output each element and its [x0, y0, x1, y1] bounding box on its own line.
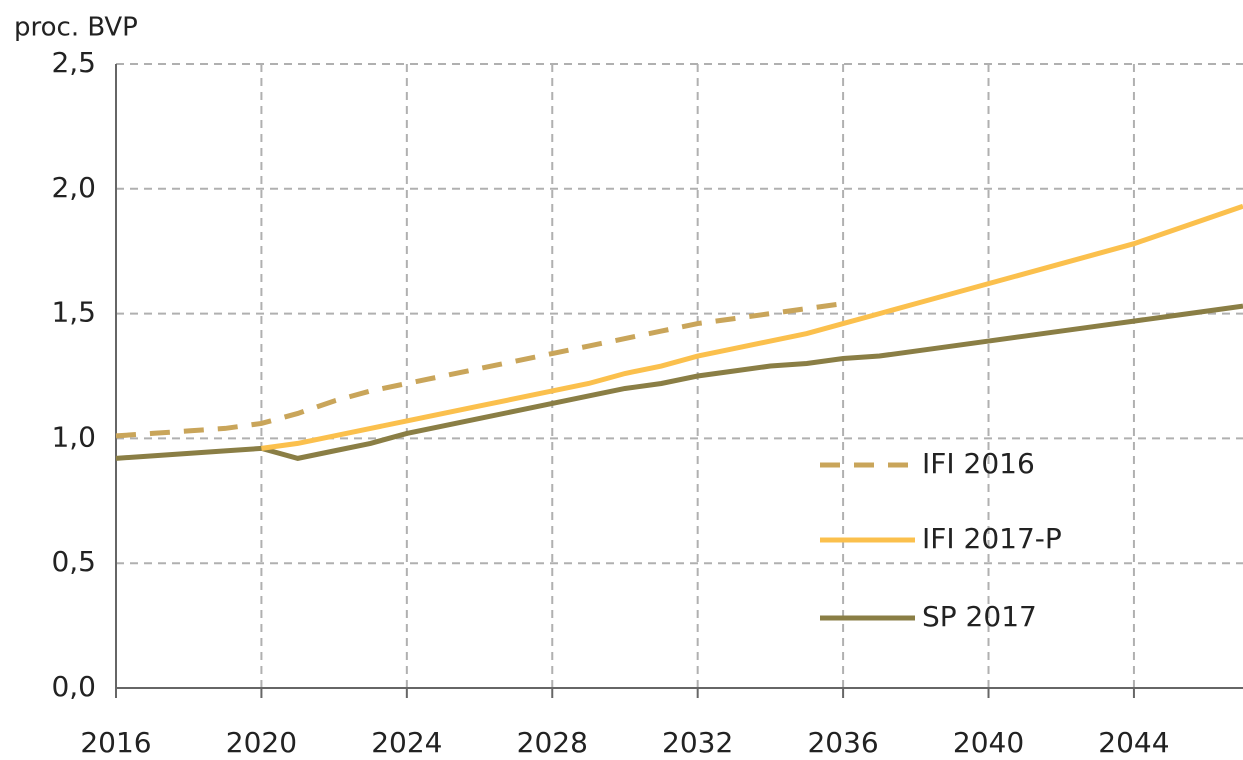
y-tick-label: 0,5	[51, 545, 96, 578]
x-tick-label: 2032	[662, 726, 733, 759]
y-tick-label: 2,5	[51, 46, 96, 79]
y-tick-label: 1,5	[51, 296, 96, 329]
legend-label: SP 2017	[922, 600, 1037, 633]
legend-label: IFI 2017-P	[922, 522, 1062, 555]
y-axis-label: proc. BVP	[14, 13, 138, 43]
y-tick-label: 0,0	[51, 670, 96, 703]
legend-label: IFI 2016	[922, 447, 1035, 480]
x-tick-label: 2024	[371, 726, 442, 759]
y-tick-label: 2,0	[51, 171, 96, 204]
x-tick-label: 2016	[80, 726, 151, 759]
series-line	[261, 203, 1243, 451]
y-tick-label: 1,0	[51, 420, 96, 453]
x-tick-label: 2044	[1098, 726, 1169, 759]
x-tick-label: 2040	[953, 726, 1024, 759]
series-line	[115, 301, 844, 439]
x-tick-label: 2028	[517, 726, 588, 759]
x-tick-label: 2020	[226, 726, 297, 759]
x-tick-label: 2036	[807, 726, 878, 759]
series-line	[115, 303, 1243, 461]
